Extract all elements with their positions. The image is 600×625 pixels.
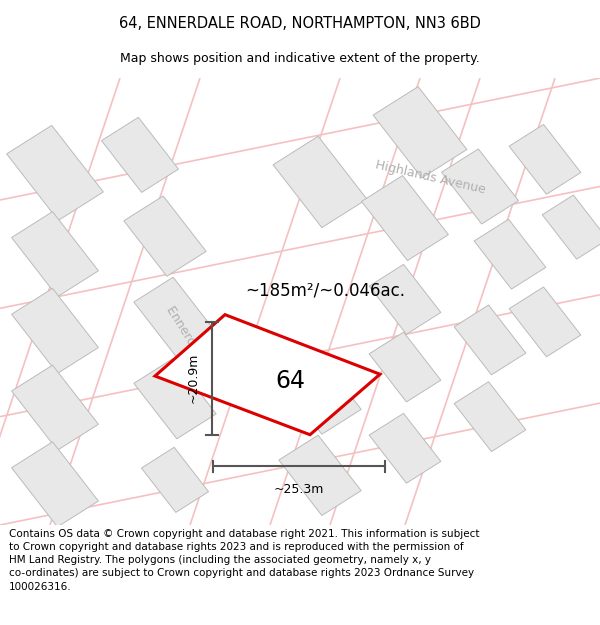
Polygon shape xyxy=(279,435,361,516)
Polygon shape xyxy=(362,176,448,261)
Polygon shape xyxy=(11,365,98,450)
Polygon shape xyxy=(273,136,367,228)
Polygon shape xyxy=(454,382,526,452)
Polygon shape xyxy=(454,305,526,375)
Polygon shape xyxy=(442,149,518,224)
Polygon shape xyxy=(11,288,98,373)
Polygon shape xyxy=(279,354,361,434)
Text: Contains OS data © Crown copyright and database right 2021. This information is : Contains OS data © Crown copyright and d… xyxy=(9,529,479,592)
Polygon shape xyxy=(474,219,546,289)
Polygon shape xyxy=(11,212,98,297)
Text: Map shows position and indicative extent of the property.: Map shows position and indicative extent… xyxy=(120,52,480,65)
Polygon shape xyxy=(509,124,581,194)
Polygon shape xyxy=(542,195,600,259)
Text: ~25.3m: ~25.3m xyxy=(274,482,324,496)
Polygon shape xyxy=(373,87,467,178)
Polygon shape xyxy=(155,314,380,435)
Text: ~185m²/~0.046ac.: ~185m²/~0.046ac. xyxy=(245,281,405,299)
Polygon shape xyxy=(509,287,581,357)
Text: 64: 64 xyxy=(275,369,305,392)
Polygon shape xyxy=(369,264,441,334)
Polygon shape xyxy=(369,413,441,483)
Text: Highlands Avenue: Highlands Avenue xyxy=(374,158,487,196)
Polygon shape xyxy=(142,448,209,512)
Polygon shape xyxy=(134,359,216,439)
Polygon shape xyxy=(11,442,98,527)
Polygon shape xyxy=(369,332,441,402)
Polygon shape xyxy=(7,126,103,221)
Text: 64, ENNERDALE ROAD, NORTHAMPTON, NN3 6BD: 64, ENNERDALE ROAD, NORTHAMPTON, NN3 6BD xyxy=(119,16,481,31)
Polygon shape xyxy=(124,196,206,276)
Polygon shape xyxy=(134,278,216,358)
Polygon shape xyxy=(101,118,179,192)
Text: Ennerdale Road: Ennerdale Road xyxy=(163,304,227,394)
Text: ~20.9m: ~20.9m xyxy=(187,353,200,404)
